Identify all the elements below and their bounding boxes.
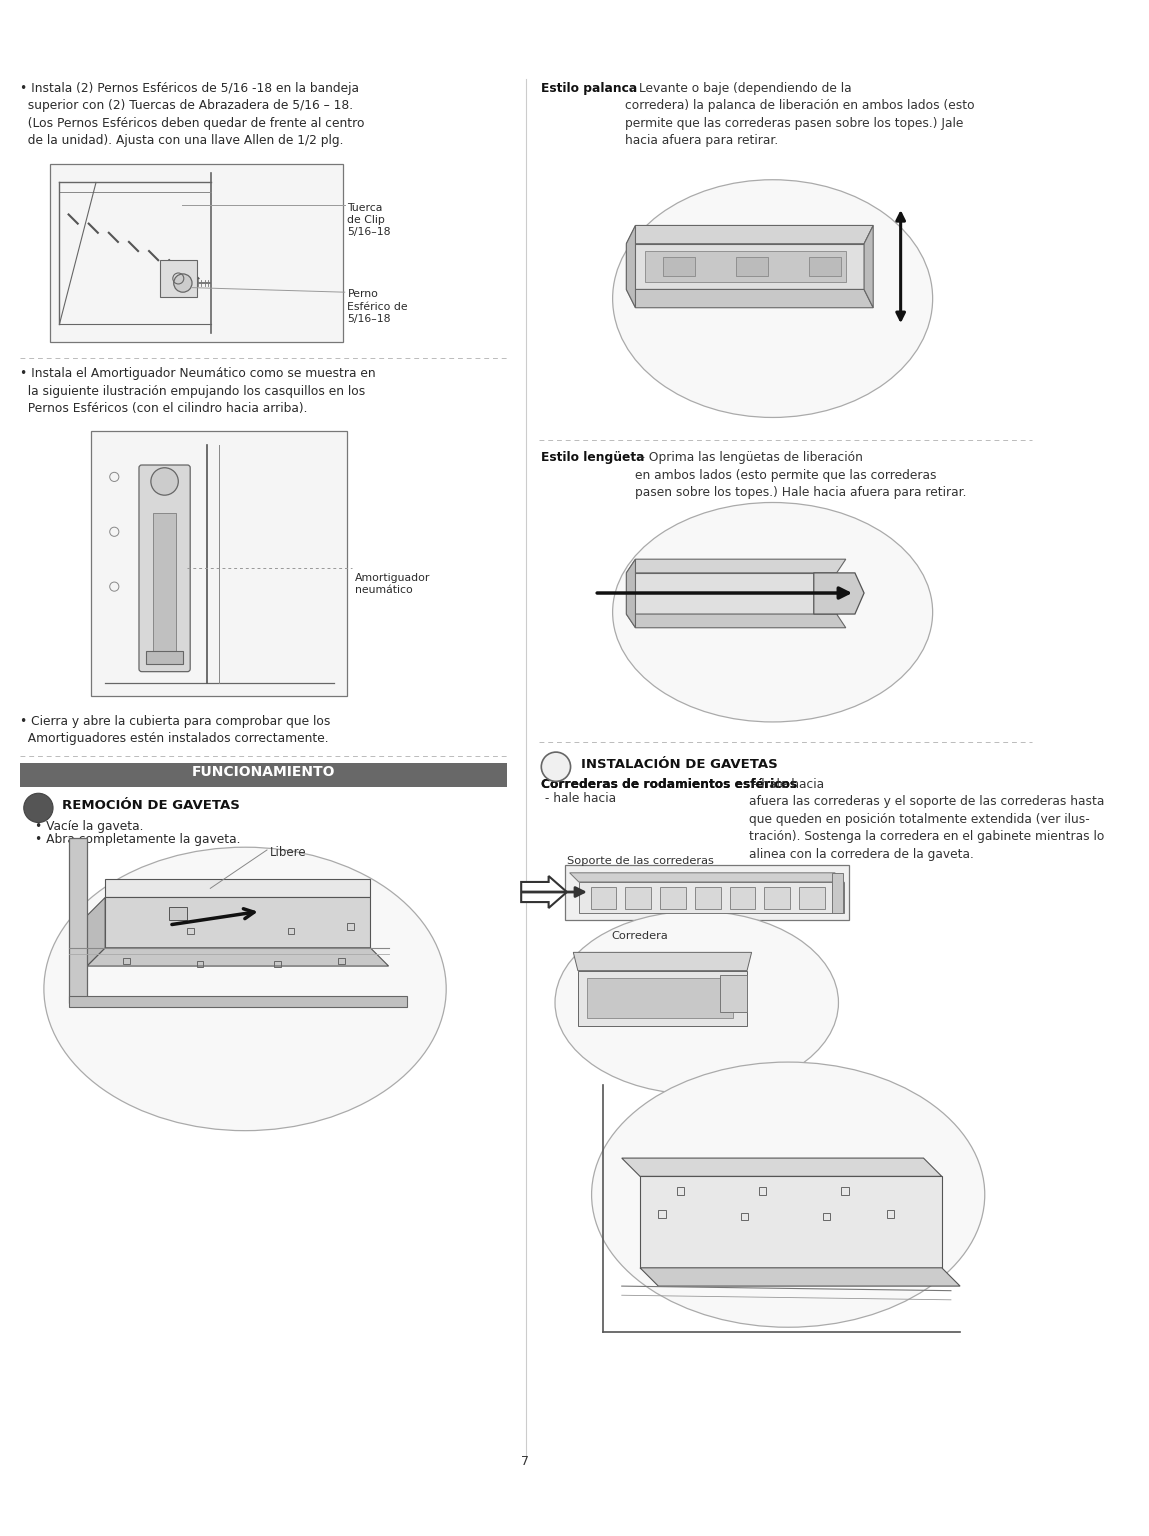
Polygon shape [578,971,747,1026]
FancyArrow shape [522,876,566,908]
Bar [347,923,354,929]
Bar [92,432,347,696]
Polygon shape [813,573,864,614]
Bar [841,1187,848,1195]
Bar [153,513,176,651]
Ellipse shape [44,848,446,1130]
Bar [887,1210,894,1218]
Bar [69,839,87,1003]
Text: 7: 7 [520,1455,529,1468]
Bar [288,928,294,934]
Bar [663,258,695,276]
Bar [160,260,196,296]
Polygon shape [570,872,845,882]
Ellipse shape [555,911,839,1094]
Polygon shape [587,978,733,1018]
Bar [591,888,616,909]
Bar [823,1213,831,1220]
Polygon shape [640,1177,942,1267]
Text: Amortiguador
neumático: Amortiguador neumático [355,573,430,596]
Ellipse shape [612,502,933,722]
Circle shape [541,753,571,782]
Ellipse shape [612,180,933,418]
Bar [51,164,342,343]
Polygon shape [87,948,388,966]
Bar [658,1210,665,1218]
Polygon shape [626,559,846,573]
Polygon shape [864,226,873,307]
Text: Corredera: Corredera [611,931,669,942]
Bar [677,1187,684,1195]
Bar [730,888,755,909]
Text: Perno
Esférico de
5/16–18: Perno Esférico de 5/16–18 [347,289,408,324]
Text: REMOCIÓN DE GAVETAS: REMOCIÓN DE GAVETAS [62,799,240,811]
Text: Tuerca
de Clip
5/16–18: Tuerca de Clip 5/16–18 [347,203,391,238]
Text: – Oprima las lengüetas de liberación
en ambos lados (esto permite que las corred: – Oprima las lengüetas de liberación en … [635,452,967,499]
Text: B: B [552,757,561,770]
Bar [123,958,130,965]
Polygon shape [626,226,873,244]
Polygon shape [626,244,864,289]
Bar [338,958,345,965]
Polygon shape [106,897,370,948]
Bar [737,258,768,276]
Bar [565,865,848,920]
Bar [625,888,651,909]
Polygon shape [626,614,846,628]
Text: Estilo lengüeta: Estilo lengüeta [541,452,645,464]
Polygon shape [573,952,751,971]
Bar [832,872,843,912]
Circle shape [151,468,178,495]
Text: INSTALACIÓN DE GAVETAS: INSTALACIÓN DE GAVETAS [580,757,778,771]
Text: - hale hacia
afuera las correderas y el soporte de las correderas hasta
que qued: - hale hacia afuera las correderas y el … [749,777,1104,860]
Text: – Levante o baje (dependiendo de la
corredera) la palanca de liberación en ambos: – Levante o baje (dependiendo de la corr… [625,81,974,147]
Text: A: A [33,797,44,813]
Bar [719,975,747,1012]
Bar [275,960,280,968]
Text: Estilo palanca: Estilo palanca [541,81,638,95]
Text: Correderas de rodamientos esféricos: Correderas de rodamientos esféricos [541,777,797,791]
Circle shape [24,793,53,822]
Polygon shape [640,1267,961,1286]
Polygon shape [579,882,845,912]
Bar [800,888,825,909]
Polygon shape [626,573,836,614]
Bar [146,651,183,665]
Polygon shape [87,897,106,966]
Bar [169,906,187,920]
Text: Correderas de rodamientos esféricos: Correderas de rodamientos esféricos [541,777,797,791]
Text: • Abra completamente la gaveta.: • Abra completamente la gaveta. [34,834,240,846]
Text: FUNCIONAMIENTO: FUNCIONAMIENTO [192,765,336,779]
Bar [809,258,841,276]
Polygon shape [622,1158,942,1177]
FancyBboxPatch shape [139,465,191,671]
Bar [695,888,720,909]
Bar [69,997,407,1008]
Polygon shape [626,559,635,628]
Polygon shape [645,250,846,283]
Text: • Cierra y abre la cubierta para comprobar que los
  Amortiguadores estén instal: • Cierra y abre la cubierta para comprob… [21,714,331,745]
Bar [764,888,791,909]
Ellipse shape [592,1061,985,1327]
Text: • Instala (2) Pernos Esféricos de 5/16 -18 en la bandeja
  superior con (2) Tuer: • Instala (2) Pernos Esféricos de 5/16 -… [21,81,364,147]
Polygon shape [106,879,370,897]
Text: Soporte de las correderas: Soporte de las correderas [566,857,714,866]
Polygon shape [626,226,635,307]
Bar [187,928,194,934]
Bar [21,763,508,786]
Text: - hale hacia: - hale hacia [541,793,616,805]
Text: • Instala el Amortiguador Neumático como se muestra en
  la siguiente ilustració: • Instala el Amortiguador Neumático como… [21,367,376,415]
Bar [196,960,203,968]
Bar [741,1213,748,1220]
Bar [661,888,686,909]
Bar [759,1187,766,1195]
Text: Libere: Libere [270,846,307,859]
Polygon shape [626,289,873,307]
Text: • Vacíe la gaveta.: • Vacíe la gaveta. [34,820,144,833]
Circle shape [173,273,192,292]
